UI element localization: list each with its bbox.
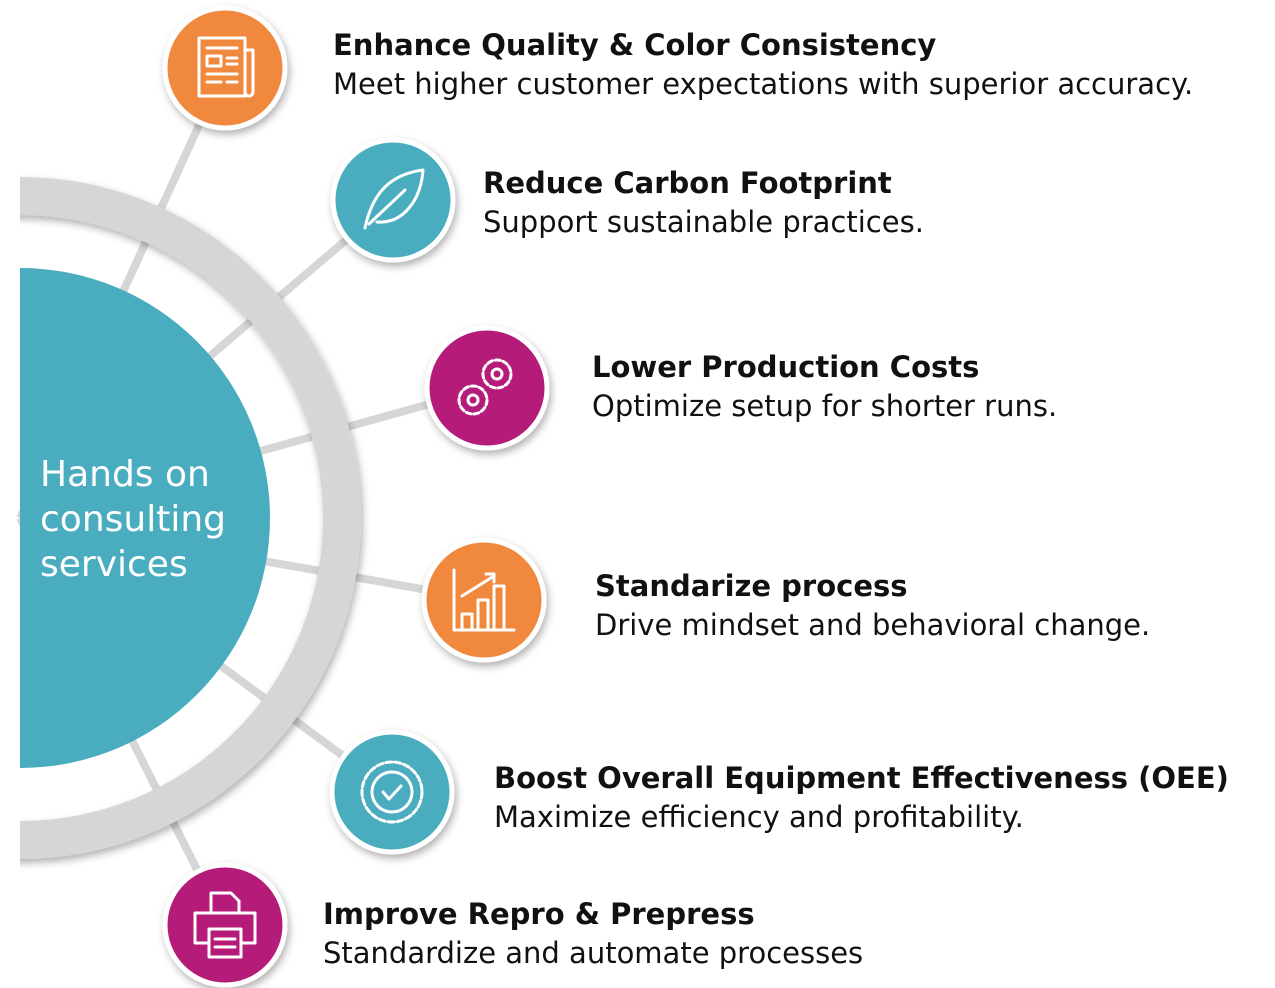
- node: Reduce Carbon Footprint Support sustainab…: [330, 137, 924, 263]
- icon-part: [197, 36, 247, 98]
- icon-part: [452, 568, 516, 632]
- node-icon: [457, 358, 513, 416]
- node-icon: [197, 36, 255, 98]
- hub-label-line: Hands on: [40, 454, 210, 495]
- node-circle: [162, 5, 288, 131]
- hub-label-line: consulting: [40, 499, 226, 540]
- node-title: Lower Production Costs: [592, 350, 979, 384]
- hub-ring: [20, 177, 361, 859]
- node-description: Meet higher customer expectations with s…: [333, 67, 1193, 101]
- icon-part: [370, 770, 414, 814]
- icon-part: [481, 358, 513, 390]
- icon-part: [466, 393, 480, 407]
- node-title: Standarize process: [595, 569, 908, 603]
- node-description: Drive mindset and behavioral change.: [595, 608, 1150, 642]
- node-description: Optimize setup for shorter runs.: [592, 389, 1057, 423]
- node-icon: [452, 568, 516, 632]
- icon-part: [457, 384, 489, 416]
- icon-part: [381, 784, 403, 801]
- icon-part: [360, 760, 424, 824]
- node-description: Maximize efficiency and profitability.: [494, 800, 1024, 834]
- icon-part: [363, 168, 425, 230]
- node-circle: [424, 325, 550, 451]
- node: Boost Overall Equipment Effectiveness (O…: [329, 729, 1229, 855]
- node-circle: [329, 729, 455, 855]
- nodes: Enhance Quality & Color Consistency Meet …: [162, 5, 1229, 988]
- hub-circle: [20, 268, 270, 768]
- icon-part: [193, 891, 257, 959]
- node-title: Reduce Carbon Footprint: [483, 166, 892, 200]
- icon-part: [205, 46, 255, 98]
- hub-label: Hands on consulting services: [40, 454, 226, 585]
- node: Lower Production Costs Optimize setup for…: [424, 325, 1057, 451]
- node: Enhance Quality & Color Consistency Meet …: [162, 5, 1193, 131]
- node: Standarize process Drive mindset and beha…: [421, 537, 1150, 663]
- node-description: Support sustainable practices.: [483, 205, 924, 239]
- node-icon: [363, 168, 425, 230]
- icon-part: [490, 367, 504, 381]
- node-title: Enhance Quality & Color Consistency: [333, 28, 936, 62]
- hub-label-line: services: [40, 544, 188, 585]
- node-title: Boost Overall Equipment Effectiveness (O…: [494, 761, 1229, 795]
- hub: [20, 177, 361, 859]
- node-description: Standardize and automate processes: [323, 936, 863, 970]
- node-title: Improve Repro & Prepress: [323, 897, 755, 931]
- node-circle: [162, 862, 288, 988]
- node: Improve Repro & Prepress Standardize and …: [162, 862, 863, 988]
- node-icon: [193, 891, 257, 959]
- node-icon: [360, 760, 424, 824]
